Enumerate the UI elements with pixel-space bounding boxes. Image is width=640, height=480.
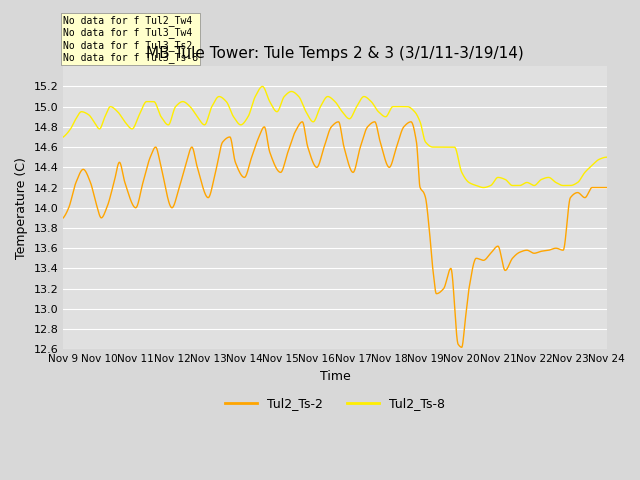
- Y-axis label: Temperature (C): Temperature (C): [15, 157, 28, 259]
- Title: MB Tule Tower: Tule Temps 2 & 3 (3/1/11-3/19/14): MB Tule Tower: Tule Temps 2 & 3 (3/1/11-…: [146, 46, 524, 61]
- Text: No data for f Tul2_Tw4
No data for f Tul3_Tw4
No data for f Tul3_Ts2
No data for: No data for f Tul2_Tw4 No data for f Tul…: [63, 15, 198, 63]
- Legend: Tul2_Ts-2, Tul2_Ts-8: Tul2_Ts-2, Tul2_Ts-8: [220, 392, 450, 415]
- X-axis label: Time: Time: [319, 370, 350, 383]
